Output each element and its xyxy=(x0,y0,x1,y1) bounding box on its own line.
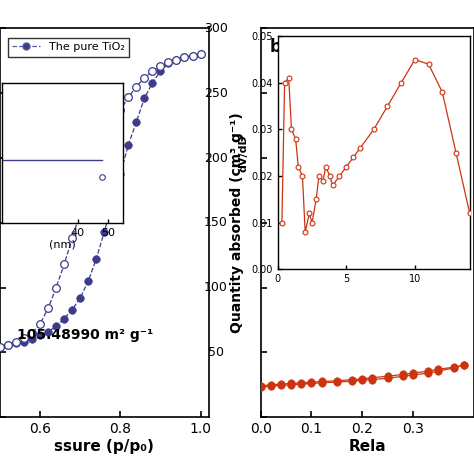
Text: b: b xyxy=(269,38,281,56)
Text: Quantity absorbed (cm³ g⁻¹): Quantity absorbed (cm³ g⁻¹) xyxy=(230,112,244,333)
Text: 200: 200 xyxy=(204,152,228,164)
Text: 50: 50 xyxy=(208,346,224,359)
Text: 105.48990 m² g⁻¹: 105.48990 m² g⁻¹ xyxy=(17,328,153,342)
Text: 100: 100 xyxy=(204,281,228,294)
Text: 150: 150 xyxy=(204,216,228,229)
Text: 250: 250 xyxy=(204,87,228,100)
X-axis label: Rela: Rela xyxy=(348,439,386,454)
Legend: The pure TiO₂: The pure TiO₂ xyxy=(8,38,129,57)
X-axis label: ssure (p/p₀): ssure (p/p₀) xyxy=(55,439,154,454)
Text: 300: 300 xyxy=(204,22,228,35)
